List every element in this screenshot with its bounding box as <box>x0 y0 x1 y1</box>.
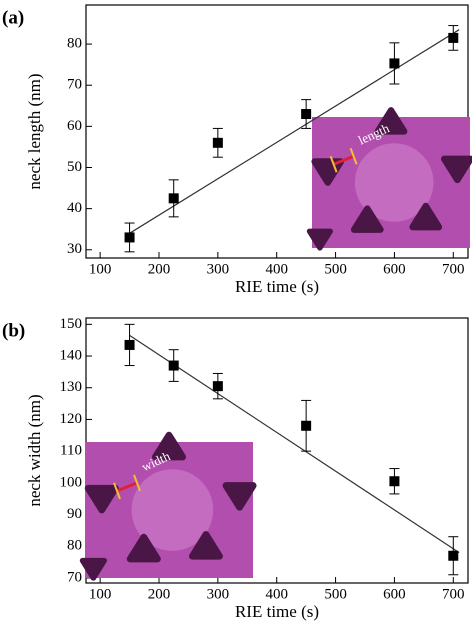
data-point <box>301 421 311 431</box>
y-tick-label: 110 <box>60 443 82 459</box>
y-tick-label: 100 <box>60 474 83 490</box>
data-point <box>169 193 179 203</box>
data-point <box>389 476 399 486</box>
data-point <box>169 361 179 371</box>
data-point <box>448 33 458 43</box>
x-tick-label: 500 <box>324 261 347 277</box>
data-point <box>301 109 311 119</box>
x-tick-label: 200 <box>148 261 171 277</box>
y-tick-label: 30 <box>67 241 82 257</box>
x-axis-title: RIE time (s) <box>235 602 319 621</box>
data-point <box>213 138 223 148</box>
x-tick-label: 600 <box>383 261 406 277</box>
y-tick-label: 80 <box>67 36 82 52</box>
x-tick-label: 500 <box>324 586 347 602</box>
x-tick-label: 400 <box>265 586 288 602</box>
x-tick-label: 100 <box>89 261 112 277</box>
y-tick-label: 70 <box>67 77 82 93</box>
panel-label: (b) <box>2 320 25 341</box>
y-tick-label: 40 <box>67 200 82 216</box>
y-tick-label: 70 <box>67 569 82 585</box>
x-tick-label: 300 <box>207 586 230 602</box>
x-tick-label: 200 <box>148 586 171 602</box>
y-tick-label: 90 <box>67 506 82 522</box>
x-axis-title: RIE time (s) <box>235 277 319 296</box>
y-tick-label: 60 <box>67 118 82 134</box>
inset-image: width <box>83 435 254 578</box>
y-tick-label: 150 <box>60 316 83 332</box>
data-point <box>125 232 135 242</box>
x-tick-label: 600 <box>383 586 406 602</box>
data-point <box>213 381 223 391</box>
inset-image: length <box>309 110 470 248</box>
y-tick-label: 80 <box>67 538 82 554</box>
y-axis-title: neck width (nm) <box>25 394 44 506</box>
x-tick-label: 100 <box>89 586 112 602</box>
data-point <box>389 58 399 68</box>
y-tick-label: 50 <box>67 159 82 175</box>
x-tick-label: 700 <box>442 261 465 277</box>
y-tick-label: 120 <box>60 411 83 427</box>
figure: 100 200 300 400 500 600 700 30 40 50 60 70 80 RIE tim… <box>0 0 472 636</box>
panel-label: (a) <box>2 7 24 28</box>
x-tick-label: 700 <box>442 586 465 602</box>
x-tick-label: 300 <box>207 261 230 277</box>
data-point <box>125 340 135 350</box>
x-tick-label: 400 <box>265 261 288 277</box>
y-tick-label: 140 <box>60 347 83 363</box>
y-tick-label: 130 <box>60 379 83 395</box>
data-point <box>448 551 458 561</box>
y-axis-title: neck length (nm) <box>25 73 44 189</box>
